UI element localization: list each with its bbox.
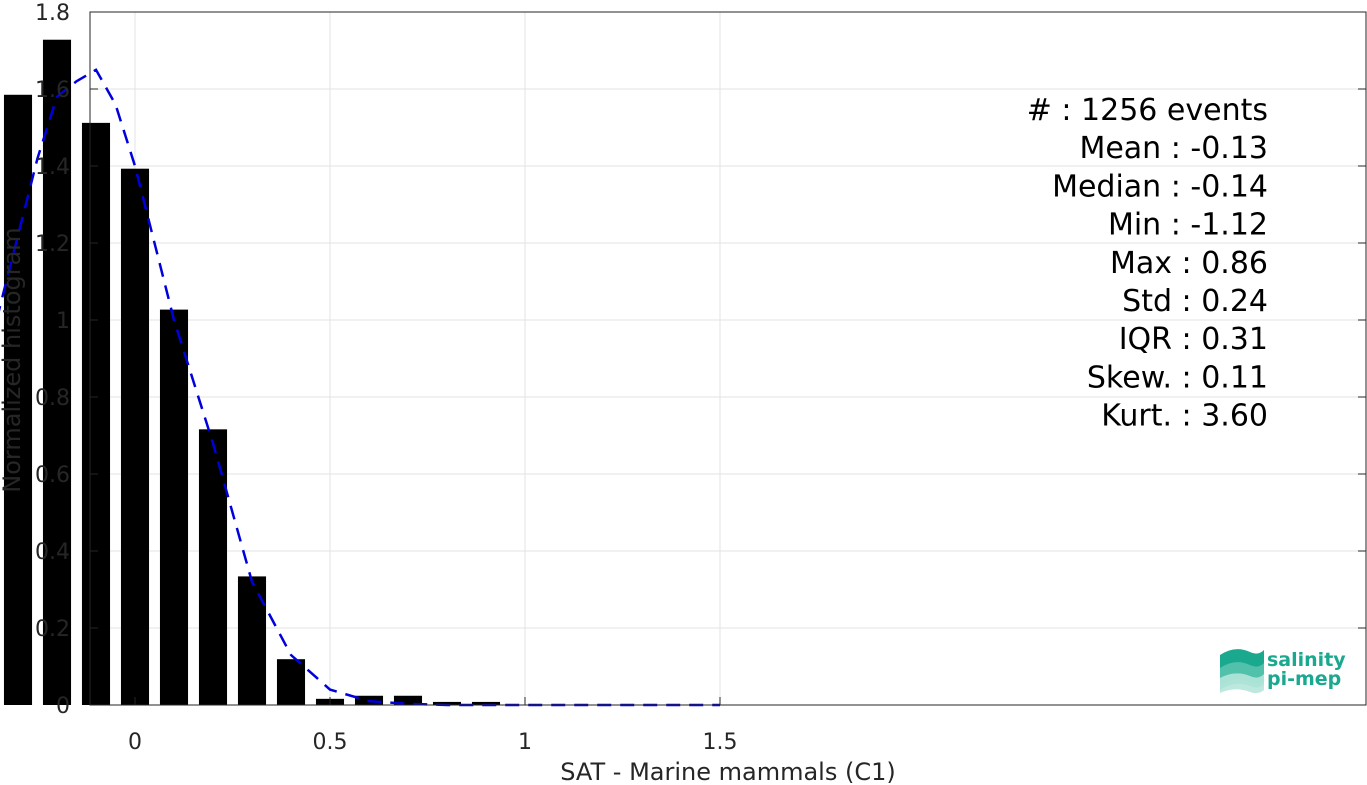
y-tick-label: 0.2 (35, 617, 70, 642)
y-axis-ticks: 0 0.2 0.4 0.6 0.8 1 1.2 1.4 1.6 1.8 (35, 1, 1366, 719)
x-tick-label: 0 (128, 730, 142, 755)
histogram-bar (393, 695, 423, 705)
histogram-bar (159, 309, 189, 705)
y-tick-label: 0.4 (35, 540, 70, 565)
histogram-bar (237, 576, 267, 705)
logo-text-pi-mep: pi-mep (1267, 668, 1341, 690)
x-axis-ticks: -1.5-1-0.500.511.5 (128, 697, 738, 755)
plot-frame (89, 11, 1367, 706)
waves-icon (1220, 649, 1264, 694)
histogram-bar (471, 701, 501, 705)
stat-line: # : 1256 events (1027, 93, 1268, 128)
stat-line: Mean : -0.13 (1079, 131, 1268, 166)
stat-line: Kurt. : 3.60 (1101, 399, 1268, 434)
x-tick-label: 1 (518, 730, 532, 755)
stat-line: Median : -0.14 (1052, 169, 1268, 204)
stat-line: Skew. : 0.11 (1087, 360, 1268, 395)
x-tick-label: 1.5 (703, 730, 738, 755)
stat-line: Std : 0.24 (1122, 284, 1268, 319)
y-tick-label: 1.2 (35, 232, 70, 257)
salinity-pi-mep-logo: salinity pi-mep (1220, 649, 1346, 694)
plot-area (90, 12, 1366, 705)
x-axis-label: SAT - Marine mammals (C1) (560, 758, 895, 785)
stat-line: Min : -1.12 (1108, 208, 1268, 243)
y-tick-label: 1 (56, 309, 70, 334)
histogram-bars (3, 39, 501, 706)
histogram-bar (276, 659, 306, 705)
y-tick-label: 1.8 (35, 1, 70, 26)
y-tick-label: 0 (56, 694, 70, 719)
logo-text-salinity: salinity (1267, 649, 1346, 671)
histogram-bar (120, 168, 150, 705)
y-tick-label: 0.6 (35, 463, 70, 488)
y-tick-label: 1.4 (35, 155, 70, 180)
stat-line: Max : 0.86 (1110, 246, 1268, 281)
y-axis-label: Normalized histogram (0, 227, 26, 492)
histogram-bar (81, 122, 111, 705)
y-tick-label: 0.8 (35, 386, 70, 411)
histogram-bar (432, 701, 462, 705)
x-tick-label: 0.5 (313, 730, 348, 755)
y-tick-label: 1.6 (35, 78, 70, 103)
histogram-bar (42, 39, 72, 706)
histogram-bar (198, 429, 228, 705)
stat-line: IQR : 0.31 (1119, 322, 1268, 357)
